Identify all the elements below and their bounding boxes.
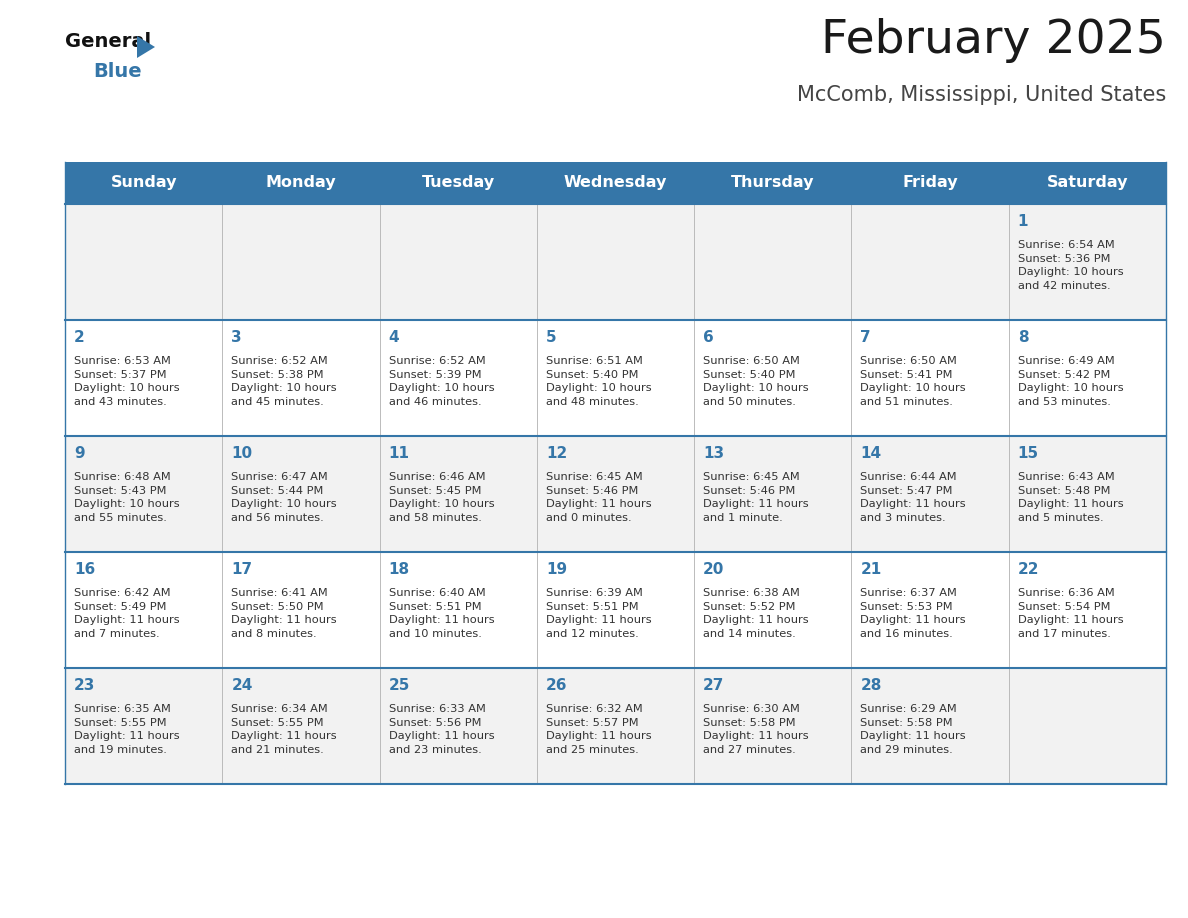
Text: Thursday: Thursday [731, 175, 815, 191]
Text: 23: 23 [74, 678, 95, 693]
Text: 4: 4 [388, 330, 399, 345]
Text: Sunrise: 6:52 AM
Sunset: 5:39 PM
Daylight: 10 hours
and 46 minutes.: Sunrise: 6:52 AM Sunset: 5:39 PM Dayligh… [388, 356, 494, 407]
Text: Sunrise: 6:40 AM
Sunset: 5:51 PM
Daylight: 11 hours
and 10 minutes.: Sunrise: 6:40 AM Sunset: 5:51 PM Dayligh… [388, 588, 494, 639]
Text: 5: 5 [545, 330, 556, 345]
Text: 2: 2 [74, 330, 84, 345]
Bar [65, 552, 1165, 668]
Text: 15: 15 [1018, 446, 1038, 461]
Text: Sunrise: 6:44 AM
Sunset: 5:47 PM
Daylight: 11 hours
and 3 minutes.: Sunrise: 6:44 AM Sunset: 5:47 PM Dayligh… [860, 472, 966, 522]
Text: Sunrise: 6:52 AM
Sunset: 5:38 PM
Daylight: 10 hours
and 45 minutes.: Sunrise: 6:52 AM Sunset: 5:38 PM Dayligh… [232, 356, 337, 407]
Text: 28: 28 [860, 678, 881, 693]
Text: 26: 26 [545, 678, 568, 693]
Text: 21: 21 [860, 562, 881, 577]
Text: 18: 18 [388, 562, 410, 577]
Bar [65, 668, 1165, 784]
Text: Monday: Monday [266, 175, 336, 191]
Text: 3: 3 [232, 330, 242, 345]
Text: Sunrise: 6:50 AM
Sunset: 5:41 PM
Daylight: 10 hours
and 51 minutes.: Sunrise: 6:50 AM Sunset: 5:41 PM Dayligh… [860, 356, 966, 407]
Text: 16: 16 [74, 562, 95, 577]
Text: Sunrise: 6:49 AM
Sunset: 5:42 PM
Daylight: 10 hours
and 53 minutes.: Sunrise: 6:49 AM Sunset: 5:42 PM Dayligh… [1018, 356, 1124, 407]
Bar [65, 320, 1165, 436]
Text: February 2025: February 2025 [821, 18, 1165, 63]
Text: Sunrise: 6:53 AM
Sunset: 5:37 PM
Daylight: 10 hours
and 43 minutes.: Sunrise: 6:53 AM Sunset: 5:37 PM Dayligh… [74, 356, 179, 407]
Text: General: General [65, 32, 151, 51]
Text: 10: 10 [232, 446, 252, 461]
Text: 19: 19 [545, 562, 567, 577]
Text: 11: 11 [388, 446, 410, 461]
Text: 1: 1 [1018, 214, 1029, 229]
Text: 8: 8 [1018, 330, 1029, 345]
Polygon shape [137, 36, 154, 58]
Text: 17: 17 [232, 562, 252, 577]
Text: Sunrise: 6:41 AM
Sunset: 5:50 PM
Daylight: 11 hours
and 8 minutes.: Sunrise: 6:41 AM Sunset: 5:50 PM Dayligh… [232, 588, 337, 639]
Text: Sunrise: 6:37 AM
Sunset: 5:53 PM
Daylight: 11 hours
and 16 minutes.: Sunrise: 6:37 AM Sunset: 5:53 PM Dayligh… [860, 588, 966, 639]
Text: Sunrise: 6:34 AM
Sunset: 5:55 PM
Daylight: 11 hours
and 21 minutes.: Sunrise: 6:34 AM Sunset: 5:55 PM Dayligh… [232, 704, 337, 755]
Text: 27: 27 [703, 678, 725, 693]
Text: Sunrise: 6:50 AM
Sunset: 5:40 PM
Daylight: 10 hours
and 50 minutes.: Sunrise: 6:50 AM Sunset: 5:40 PM Dayligh… [703, 356, 809, 407]
Text: Blue: Blue [93, 62, 141, 81]
Text: Sunrise: 6:38 AM
Sunset: 5:52 PM
Daylight: 11 hours
and 14 minutes.: Sunrise: 6:38 AM Sunset: 5:52 PM Dayligh… [703, 588, 809, 639]
Text: Sunrise: 6:45 AM
Sunset: 5:46 PM
Daylight: 11 hours
and 0 minutes.: Sunrise: 6:45 AM Sunset: 5:46 PM Dayligh… [545, 472, 651, 522]
Text: Sunrise: 6:35 AM
Sunset: 5:55 PM
Daylight: 11 hours
and 19 minutes.: Sunrise: 6:35 AM Sunset: 5:55 PM Dayligh… [74, 704, 179, 755]
Text: Sunrise: 6:43 AM
Sunset: 5:48 PM
Daylight: 11 hours
and 5 minutes.: Sunrise: 6:43 AM Sunset: 5:48 PM Dayligh… [1018, 472, 1124, 522]
Text: Sunrise: 6:39 AM
Sunset: 5:51 PM
Daylight: 11 hours
and 12 minutes.: Sunrise: 6:39 AM Sunset: 5:51 PM Dayligh… [545, 588, 651, 639]
Text: 14: 14 [860, 446, 881, 461]
Text: Sunrise: 6:51 AM
Sunset: 5:40 PM
Daylight: 10 hours
and 48 minutes.: Sunrise: 6:51 AM Sunset: 5:40 PM Dayligh… [545, 356, 651, 407]
Text: 25: 25 [388, 678, 410, 693]
Text: Sunrise: 6:33 AM
Sunset: 5:56 PM
Daylight: 11 hours
and 23 minutes.: Sunrise: 6:33 AM Sunset: 5:56 PM Dayligh… [388, 704, 494, 755]
Text: 13: 13 [703, 446, 725, 461]
Text: 20: 20 [703, 562, 725, 577]
Text: Sunrise: 6:45 AM
Sunset: 5:46 PM
Daylight: 11 hours
and 1 minute.: Sunrise: 6:45 AM Sunset: 5:46 PM Dayligh… [703, 472, 809, 522]
Text: 22: 22 [1018, 562, 1040, 577]
Text: Sunrise: 6:42 AM
Sunset: 5:49 PM
Daylight: 11 hours
and 7 minutes.: Sunrise: 6:42 AM Sunset: 5:49 PM Dayligh… [74, 588, 179, 639]
Bar [65, 436, 1165, 552]
Text: 7: 7 [860, 330, 871, 345]
Text: Sunrise: 6:46 AM
Sunset: 5:45 PM
Daylight: 10 hours
and 58 minutes.: Sunrise: 6:46 AM Sunset: 5:45 PM Dayligh… [388, 472, 494, 522]
Bar [65, 162, 1165, 204]
Text: 9: 9 [74, 446, 84, 461]
Text: Sunrise: 6:36 AM
Sunset: 5:54 PM
Daylight: 11 hours
and 17 minutes.: Sunrise: 6:36 AM Sunset: 5:54 PM Dayligh… [1018, 588, 1124, 639]
Text: 24: 24 [232, 678, 253, 693]
Text: Sunrise: 6:47 AM
Sunset: 5:44 PM
Daylight: 10 hours
and 56 minutes.: Sunrise: 6:47 AM Sunset: 5:44 PM Dayligh… [232, 472, 337, 522]
Text: Sunrise: 6:30 AM
Sunset: 5:58 PM
Daylight: 11 hours
and 27 minutes.: Sunrise: 6:30 AM Sunset: 5:58 PM Dayligh… [703, 704, 809, 755]
Text: Sunrise: 6:48 AM
Sunset: 5:43 PM
Daylight: 10 hours
and 55 minutes.: Sunrise: 6:48 AM Sunset: 5:43 PM Dayligh… [74, 472, 179, 522]
Text: McComb, Mississippi, United States: McComb, Mississippi, United States [797, 85, 1165, 105]
Text: 6: 6 [703, 330, 714, 345]
Text: Wednesday: Wednesday [564, 175, 668, 191]
Text: Sunday: Sunday [110, 175, 177, 191]
Text: Sunrise: 6:54 AM
Sunset: 5:36 PM
Daylight: 10 hours
and 42 minutes.: Sunrise: 6:54 AM Sunset: 5:36 PM Dayligh… [1018, 240, 1124, 291]
Text: 12: 12 [545, 446, 567, 461]
Text: Tuesday: Tuesday [422, 175, 494, 191]
Text: Friday: Friday [902, 175, 958, 191]
Text: Saturday: Saturday [1047, 175, 1129, 191]
Text: Sunrise: 6:29 AM
Sunset: 5:58 PM
Daylight: 11 hours
and 29 minutes.: Sunrise: 6:29 AM Sunset: 5:58 PM Dayligh… [860, 704, 966, 755]
Bar [65, 204, 1165, 320]
Text: Sunrise: 6:32 AM
Sunset: 5:57 PM
Daylight: 11 hours
and 25 minutes.: Sunrise: 6:32 AM Sunset: 5:57 PM Dayligh… [545, 704, 651, 755]
